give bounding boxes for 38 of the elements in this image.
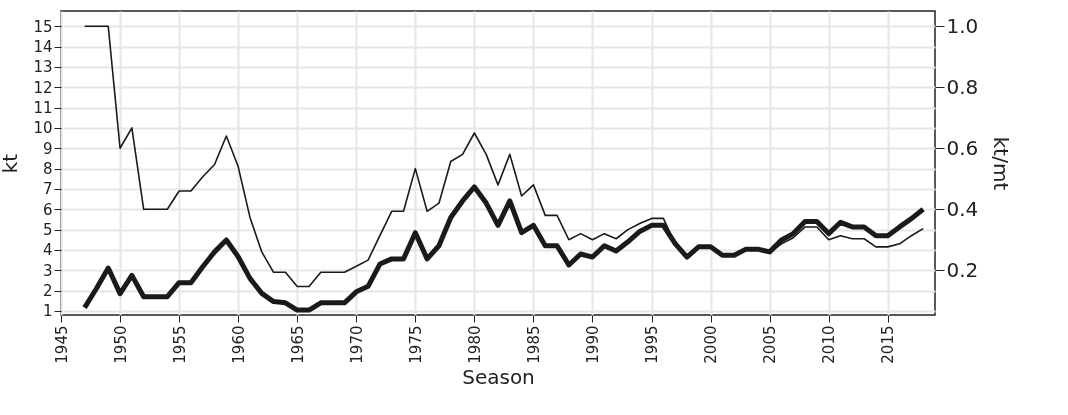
y2-tick-label: 0.8 [946,74,979,99]
y-tick-label: 15 [33,17,53,36]
y-tick-label: 1 [42,302,53,321]
y-tick-label: 13 [33,58,53,77]
y-tick-label: 9 [42,139,53,158]
y-tick-label: 4 [42,241,53,260]
y2-tick-label: 0.4 [946,196,979,221]
y-tick-label: 6 [42,200,53,219]
y-tick-label: 5 [42,221,53,240]
x-tick-label: 1995 [643,325,662,364]
y-tick-label: 12 [33,78,53,97]
y-tick-label: 14 [33,38,53,57]
y-tick-label: 7 [42,180,53,199]
x-tick-label: 1960 [229,325,248,364]
y2-tick-label: 1.0 [946,13,979,38]
x-tick-label: 2010 [820,325,839,364]
y-axis-title: kt [0,153,23,174]
y-tick-label: 10 [33,119,53,138]
x-tick-label: 1980 [465,325,484,364]
x-tick-label: 1990 [583,325,602,364]
y2-axis-title: kt/mt [989,136,1014,191]
y-tick-label: 3 [42,261,53,280]
x-tick-label: 1985 [524,325,543,364]
x-tick-label: 2000 [702,325,721,364]
y2-tick-label: 0.6 [946,135,979,160]
x-tick-label: 1950 [111,325,130,364]
x-tick-label: 1975 [406,325,425,364]
y-tick-label: 2 [42,282,53,301]
y-tick-label: 8 [42,160,53,179]
x-tick-label: 1955 [170,325,189,364]
x-axis-title: Season [462,364,535,389]
x-tick-label: 2005 [761,325,780,364]
x-tick-label: 1945 [52,325,71,364]
y-tick-label: 11 [33,99,53,118]
x-tick-label: 1970 [347,325,366,364]
x-tick-label: 2015 [879,325,898,364]
y2-tick-label: 0.2 [946,257,979,282]
x-tick-label: 1965 [288,325,307,364]
